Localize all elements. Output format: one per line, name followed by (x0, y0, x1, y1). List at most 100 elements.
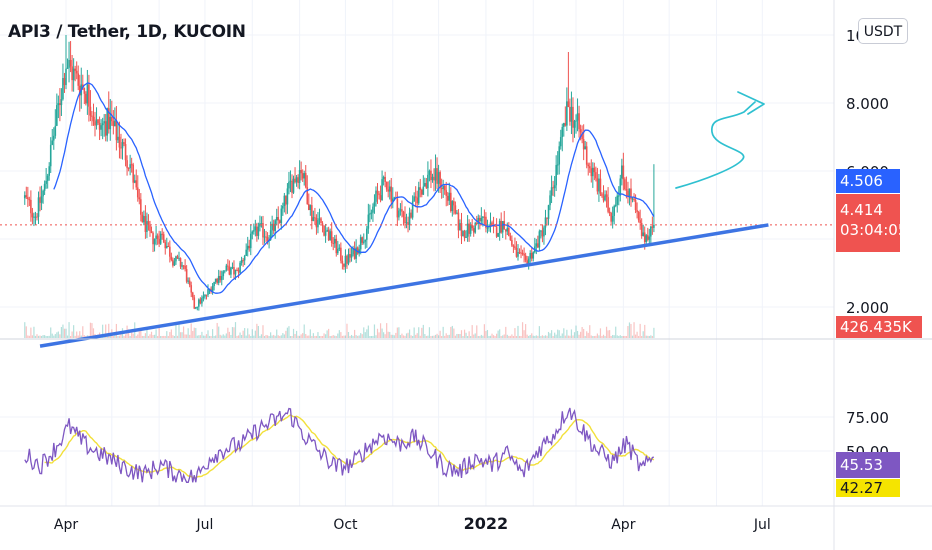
volume-bar (460, 330, 463, 338)
volume-bar (538, 326, 540, 338)
hand-drawn-arrow[interactable] (675, 91, 765, 189)
candle-body (240, 260, 243, 263)
candle-body (532, 252, 535, 259)
volume-bar (607, 330, 609, 338)
volume-bar (413, 327, 415, 338)
volume-bar (518, 335, 521, 338)
candle-body (494, 225, 496, 227)
candle-body (514, 246, 516, 249)
volume-bar (453, 328, 455, 338)
volume-bar (532, 335, 534, 338)
volume-bar (609, 330, 611, 338)
candle-body (266, 237, 269, 241)
candle-body (425, 183, 428, 189)
candle-body (590, 168, 593, 177)
volume-bar (636, 331, 638, 338)
candle-body (329, 231, 331, 241)
volume-bar (558, 330, 560, 338)
candle-body (95, 119, 98, 126)
volume-bar (158, 327, 160, 338)
volume-bar (653, 327, 655, 338)
candle-body (52, 135, 55, 141)
candle-body (472, 228, 475, 233)
candle-body (561, 126, 564, 138)
volume-bar (147, 335, 150, 338)
volume-bar (428, 327, 431, 338)
volume-bar (143, 336, 145, 338)
candle-body (381, 179, 383, 201)
volume-bar (28, 335, 30, 338)
candle-body (465, 236, 467, 238)
volume-bar (410, 335, 412, 338)
volume-bar (124, 334, 127, 338)
candle-body (504, 229, 507, 232)
candle-body (559, 137, 562, 147)
volume-bar (280, 335, 282, 338)
candle-body (272, 223, 275, 231)
candle-body (315, 217, 318, 228)
volume-bar (575, 325, 577, 338)
volume-bar (583, 328, 585, 338)
x-tick-label: Jul (196, 517, 214, 533)
candle-body (165, 246, 168, 249)
candle-body (573, 121, 576, 128)
volume-bar (557, 329, 559, 338)
volume-bar (408, 329, 411, 338)
volume-bar (228, 331, 230, 338)
candle-body (225, 265, 228, 271)
volume-bar (326, 330, 328, 338)
candle-body (599, 178, 602, 194)
candle-body (630, 188, 632, 200)
volume-bar (634, 334, 637, 338)
candle-body (335, 238, 338, 254)
candle-body (30, 200, 32, 214)
candle-body (482, 216, 484, 218)
volume-bar (108, 323, 110, 338)
candle-body (369, 213, 371, 215)
volume-bar (439, 330, 441, 338)
candle-body (248, 245, 251, 249)
volume-bar (59, 334, 61, 338)
volume-bar (363, 327, 365, 338)
volume-bar (550, 330, 553, 338)
volume-bar (303, 324, 305, 338)
candle-body (138, 197, 141, 200)
candle-body (275, 217, 278, 221)
volume-bar (647, 335, 649, 338)
candle-body (330, 231, 333, 243)
candle-body (92, 116, 95, 122)
volume-bar (508, 335, 510, 338)
volume-bar (47, 336, 49, 338)
volume-bar (587, 332, 589, 338)
candle-body (49, 144, 52, 167)
candle-body (178, 258, 180, 260)
volume-bar (393, 335, 395, 338)
candle-body (385, 181, 388, 190)
volume-bar (169, 332, 171, 338)
candle-body (361, 237, 364, 243)
volume-bar (105, 324, 107, 338)
candle-body (152, 232, 154, 245)
candle-body (372, 206, 374, 213)
volume-bar (30, 327, 32, 338)
candle-body (404, 216, 406, 224)
candle-body (486, 227, 489, 229)
candle-body (188, 280, 191, 286)
volume-bar (376, 328, 379, 338)
currency-button[interactable]: USDT (858, 18, 908, 44)
volume-bar (231, 327, 234, 338)
volume-bar (202, 335, 205, 338)
support-trendline[interactable] (39, 223, 769, 348)
volume-bar (128, 329, 130, 338)
volume-bar (79, 331, 81, 338)
volume-bar (599, 328, 602, 338)
volume-bar (311, 335, 313, 338)
candle-body (431, 176, 434, 181)
volume-bar (373, 324, 376, 338)
volume-bar (82, 326, 84, 338)
candle-body (243, 255, 246, 261)
volume-bar (198, 335, 200, 338)
candle-body (451, 201, 454, 212)
candle-body (144, 216, 147, 232)
volume-bar (36, 334, 38, 338)
